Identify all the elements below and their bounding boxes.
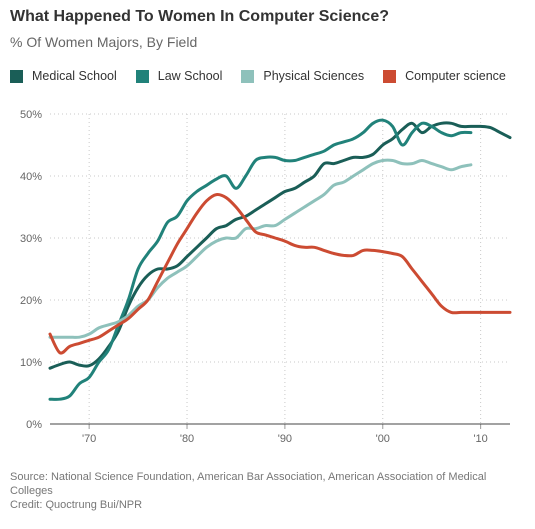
legend-label-law-school: Law School — [157, 69, 223, 83]
credit-note: Credit: Quoctrung Bui/NPR — [10, 499, 143, 511]
x-tick-label: '90 — [278, 433, 292, 445]
legend-label-computer-science: Computer science — [405, 69, 506, 83]
legend-item-computer-science[interactable]: Computer science — [383, 69, 506, 83]
page-subtitle: % Of Women Majors, By Field — [10, 34, 198, 50]
legend-swatch-law-school — [135, 69, 149, 83]
chart-grid — [50, 113, 510, 424]
legend-item-physical-sciences[interactable]: Physical Sciences — [241, 69, 364, 83]
series-line-computer-science[interactable] — [48, 193, 512, 355]
chart-series — [48, 118, 512, 401]
y-tick-label: 20% — [20, 295, 42, 307]
y-tick-label: 50% — [20, 109, 42, 121]
legend-item-medical-school[interactable]: Medical School — [10, 69, 117, 83]
source-note: Source: National Science Foundation, Ame… — [10, 471, 487, 497]
legend-label-physical-sciences: Physical Sciences — [263, 69, 365, 83]
chart-axes: 0% 10% 20% 30% 40% 50% '70 '80 '90 '00 '10 — [20, 109, 510, 445]
legend-swatch-physical-sciences — [241, 69, 255, 83]
legend-item-law-school[interactable]: Law School — [135, 69, 223, 83]
x-tick-label: '70 — [82, 433, 96, 445]
x-tick-label: '00 — [376, 433, 390, 445]
legend: Medical School Law School Physical Scien… — [10, 69, 525, 83]
y-tick-label: 40% — [20, 171, 42, 183]
line-chart: 0% 10% 20% 30% 40% 50% '70 '80 '90 '00 '10 — [20, 109, 512, 445]
page-title: What Happened To Women In Computer Scien… — [10, 8, 389, 25]
legend-label-medical-school: Medical School — [32, 69, 117, 83]
x-tick-label: '10 — [473, 433, 487, 445]
series-line-law-school[interactable] — [48, 118, 473, 401]
x-tick-label: '80 — [180, 433, 194, 445]
legend-swatch-computer-science — [383, 69, 397, 83]
y-tick-label: 0% — [26, 419, 42, 431]
series-line-physical-sciences[interactable] — [48, 158, 473, 339]
y-tick-label: 30% — [20, 233, 42, 245]
y-tick-label: 10% — [20, 357, 42, 369]
legend-swatch-medical-school — [10, 69, 23, 83]
